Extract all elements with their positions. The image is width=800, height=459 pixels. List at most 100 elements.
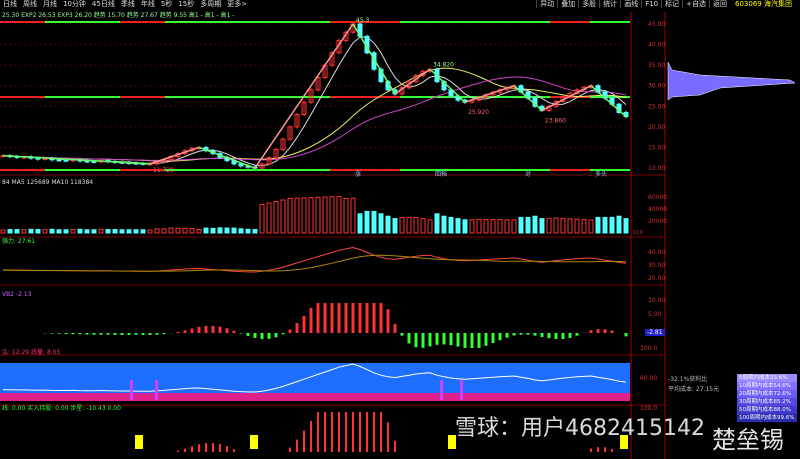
tab-week[interactable]: 周线 [23, 0, 37, 8]
volume-bar [210, 227, 216, 234]
tab-month[interactable]: 月线 [43, 0, 57, 8]
tab-year[interactable]: 年线 [140, 0, 155, 8]
price-axis-tick: 45.00 [648, 21, 665, 28]
volume-bar [7, 229, 13, 234]
volume-bar [483, 219, 489, 234]
tab-more[interactable]: 更多> [227, 0, 248, 8]
volume-bar [315, 196, 321, 234]
btn-stats[interactable]: 统计 [599, 0, 621, 8]
volume-bar [609, 216, 615, 234]
tab-day[interactable]: 日线 [3, 0, 17, 8]
volume-bar [77, 228, 83, 234]
volume-bar [539, 218, 545, 234]
function-toolbar: 异动 叠加 多股 统计 画线 F10 标记 +自选 返回 [536, 0, 730, 9]
volume-bar [581, 219, 587, 234]
volume-bar [497, 219, 503, 234]
candlestick [280, 138, 286, 150]
tab-multi[interactable]: 多周期 [200, 0, 222, 8]
volume-bar [133, 229, 139, 234]
btn-draw[interactable]: 画线 [620, 0, 642, 8]
panel5-signal-box [250, 435, 258, 449]
volume-bar [322, 196, 328, 234]
volume-bar [14, 229, 20, 234]
tab-season[interactable]: 季线 [120, 0, 135, 8]
volume-unit: X10 [633, 230, 643, 236]
volume-bar [217, 227, 223, 234]
volume-bar [455, 218, 461, 234]
volume-bar [238, 228, 244, 234]
volume-bar [182, 227, 188, 234]
tab-15s[interactable]: 15秒 [178, 0, 195, 8]
panel3-axis-tick: 10.00 [648, 297, 665, 304]
volume-bar [105, 229, 111, 234]
volume-bar [301, 197, 307, 234]
volume-bar [308, 197, 314, 234]
signal-mark: 对 [525, 170, 531, 178]
chip-cost-legend: 5周期内成本33.6% 10周期内成本54.6% 20周期内成本72.6% 30… [737, 374, 797, 422]
panel5-signal-box [448, 435, 456, 449]
stock-name: 603069 海汽集团 [735, 0, 792, 8]
panel2-axis-tick: 30.00 [648, 262, 665, 269]
volume-bar [168, 227, 174, 234]
btn-overlay[interactable]: 叠加 [557, 0, 579, 8]
pivot-price-label: 45.3 [356, 17, 370, 24]
candlestick [238, 163, 244, 167]
candlestick [308, 89, 314, 103]
zigzag-trend-line [541, 85, 592, 112]
panel2-line [2, 254, 627, 272]
volume-bar [126, 229, 132, 234]
volume-bar [357, 213, 363, 234]
volume-bar [469, 219, 475, 234]
volume-bar [518, 216, 524, 234]
btn-mark[interactable]: 标记 [661, 0, 683, 8]
volume-bar [364, 210, 370, 234]
chip-legend-row: 20周期内成本72.6% [737, 390, 797, 398]
tab-45day[interactable]: 45日线 [91, 0, 115, 8]
volume-bar [189, 228, 195, 234]
zigzag-trend-line [590, 85, 627, 118]
volume-bar [98, 228, 104, 234]
volume-bar [350, 197, 356, 234]
volume-bar [546, 218, 552, 234]
zigzag-trend-line [464, 85, 515, 103]
volume-bar [42, 229, 48, 234]
volume-label: 84 MA5 125689 MA10 118384 [2, 179, 94, 186]
candlestick [259, 163, 265, 169]
chip-legend-row: 5周期内成本33.6% [737, 374, 797, 382]
panel3-axis-tick: 5.00 [648, 311, 662, 318]
volume-bar [434, 213, 440, 234]
volume-bar [595, 216, 601, 234]
volume-bar [259, 204, 265, 234]
panel2-axis-tick: 40.00 [648, 249, 665, 256]
btn-f10[interactable]: F10 [641, 0, 662, 8]
zigzag-trend-line [352, 23, 396, 95]
chip-distribution [667, 61, 796, 101]
volume-bar [420, 218, 426, 234]
volume-bar [0, 229, 6, 234]
volume-bar [588, 219, 594, 234]
volume-bar [35, 229, 41, 234]
btn-multi-stock[interactable]: 多股 [578, 0, 600, 8]
volume-bar [511, 219, 517, 234]
volume-bar [385, 215, 391, 234]
panel4-label: 弘: 12.29 线量: 8.05 [2, 349, 61, 356]
panel4-marker [155, 380, 158, 400]
tab-10min[interactable]: 10分钟 [63, 0, 86, 8]
volume-bar [462, 219, 468, 234]
panel5-signal-box [135, 435, 143, 449]
volume-bar [161, 228, 167, 234]
pivot-price-label: 23.860 [545, 117, 566, 124]
indicator-info-line: 25.30 EXP2 26.53 EXP3 26.20 趋势 15.70 趋势 … [2, 12, 235, 19]
panel3-current-value: -2.81 [645, 329, 665, 336]
btn-add-watch[interactable]: +自选 [682, 0, 709, 8]
btn-back[interactable]: 返回 [709, 0, 730, 8]
volume-bar [140, 229, 146, 234]
chip-legend-row: 50周期内成本88.0% [737, 406, 797, 414]
panel4-axis-tick: 100.0 [640, 345, 657, 352]
volume-bar [294, 197, 300, 234]
btn-abnormal[interactable]: 异动 [536, 0, 558, 8]
volume-bar [574, 218, 580, 234]
tab-5s[interactable]: 5秒 [160, 0, 173, 8]
volume-bar [112, 229, 118, 234]
